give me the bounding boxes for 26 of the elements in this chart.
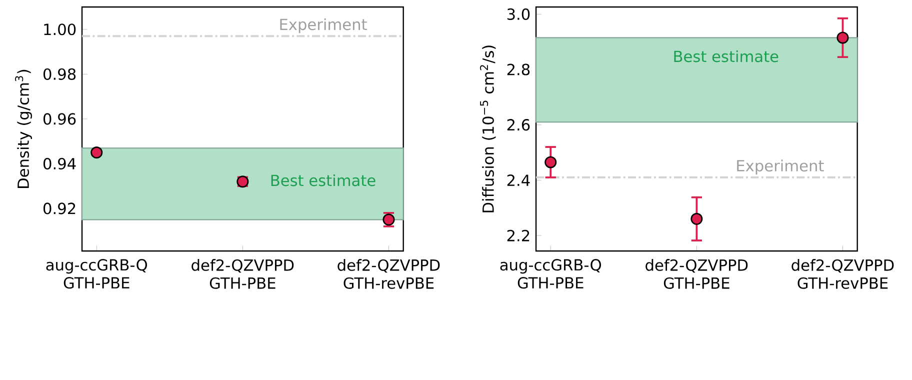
- x-tick-label: aug-ccGRB-Q GTH-PBE: [500, 259, 601, 289]
- y-tick-label: 1.00: [44, 24, 76, 36]
- x-tick-label: def2-QZVPPD GTH-revPBE: [338, 259, 440, 289]
- y-tick-label: 2.4: [507, 174, 530, 186]
- x-tick-label: def2-QZVPPD GTH-revPBE: [792, 259, 894, 289]
- y-tick-label: 2.6: [507, 119, 530, 131]
- point: [690, 212, 703, 225]
- y-tick-label: 0.94: [43, 158, 76, 170]
- y-tick-label: 3.0: [507, 8, 530, 20]
- ref-line-label: Experiment: [280, 18, 367, 34]
- x-tick-label: aug-ccGRB-Q GTH-PBE: [46, 259, 147, 289]
- band-label: Best estimate: [271, 174, 376, 186]
- y-tick-label: 2.8: [507, 64, 530, 76]
- ref-line-label: Experiment: [737, 160, 824, 174]
- y-tick-label: 0.96: [43, 113, 76, 125]
- x-tick-label: def2-QZVPPD GTH-PBE: [192, 259, 294, 289]
- y-axis-title: Diffusion (10$^{−5}$ cm$^{2}$/s): [480, 46, 496, 212]
- x-tick-label: def2-QZVPPD GTH-PBE: [646, 259, 748, 289]
- point: [544, 156, 557, 168]
- y-tick-label: 0.98: [43, 68, 76, 80]
- band-label: Best estimate: [674, 50, 778, 62]
- point: [836, 32, 849, 44]
- point: [90, 146, 103, 159]
- y-axis-title: Density (g/cm$^{3}$): [15, 70, 32, 188]
- y-tick-label: 0.92: [43, 202, 76, 214]
- y-tick-label: 2.2: [507, 230, 530, 242]
